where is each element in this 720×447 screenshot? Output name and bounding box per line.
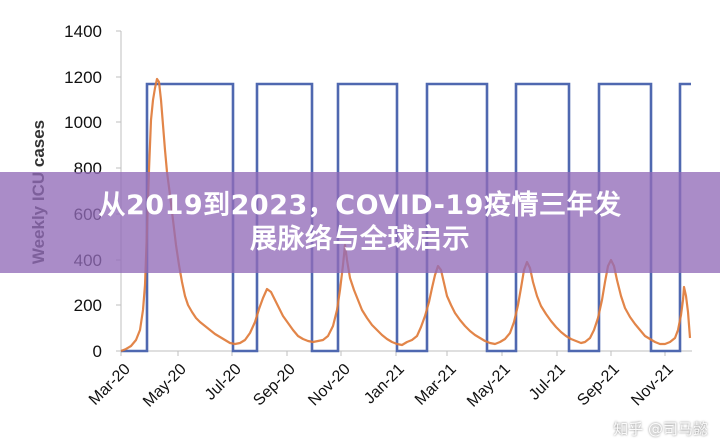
title-banner: 从2019到2023，COVID-19疫情三年发 展脉络与全球启示 <box>0 172 720 273</box>
x-tick-label: Jan-21 <box>361 361 408 408</box>
x-tick-label: Nov-21 <box>628 361 677 410</box>
x-tick-label: Mar-21 <box>412 361 460 409</box>
y-tick-label: 0 <box>93 342 102 361</box>
x-tick-label: Jul-21 <box>526 361 569 404</box>
x-tick-label: Mar-20 <box>86 361 134 409</box>
y-tick-label: 1400 <box>64 22 102 41</box>
x-tick-label: Sep-20 <box>250 361 299 410</box>
icu-cases-line <box>120 77 692 353</box>
y-tick-label: 1000 <box>64 113 102 132</box>
x-tick-labels: Mar-20 May-20 Jul-20 Sep-20 Nov-20 Jan-2… <box>86 361 677 411</box>
x-tick-label: Nov-20 <box>305 361 354 410</box>
x-tick-label: Sep-21 <box>574 361 623 410</box>
banner-title-line-1: 从2019到2023，COVID-19疫情三年发 <box>98 189 622 221</box>
x-tick-label: Jul-20 <box>202 361 245 404</box>
x-tick-label: May-20 <box>140 361 190 411</box>
y-tick-label: 1200 <box>64 68 102 87</box>
x-tick-label: May-21 <box>464 361 514 411</box>
watermark: 知乎 @司马懿 <box>613 420 708 438</box>
y-tick-label: 200 <box>74 296 102 315</box>
banner-title-line-2: 展脉络与全球启示 <box>250 223 470 255</box>
